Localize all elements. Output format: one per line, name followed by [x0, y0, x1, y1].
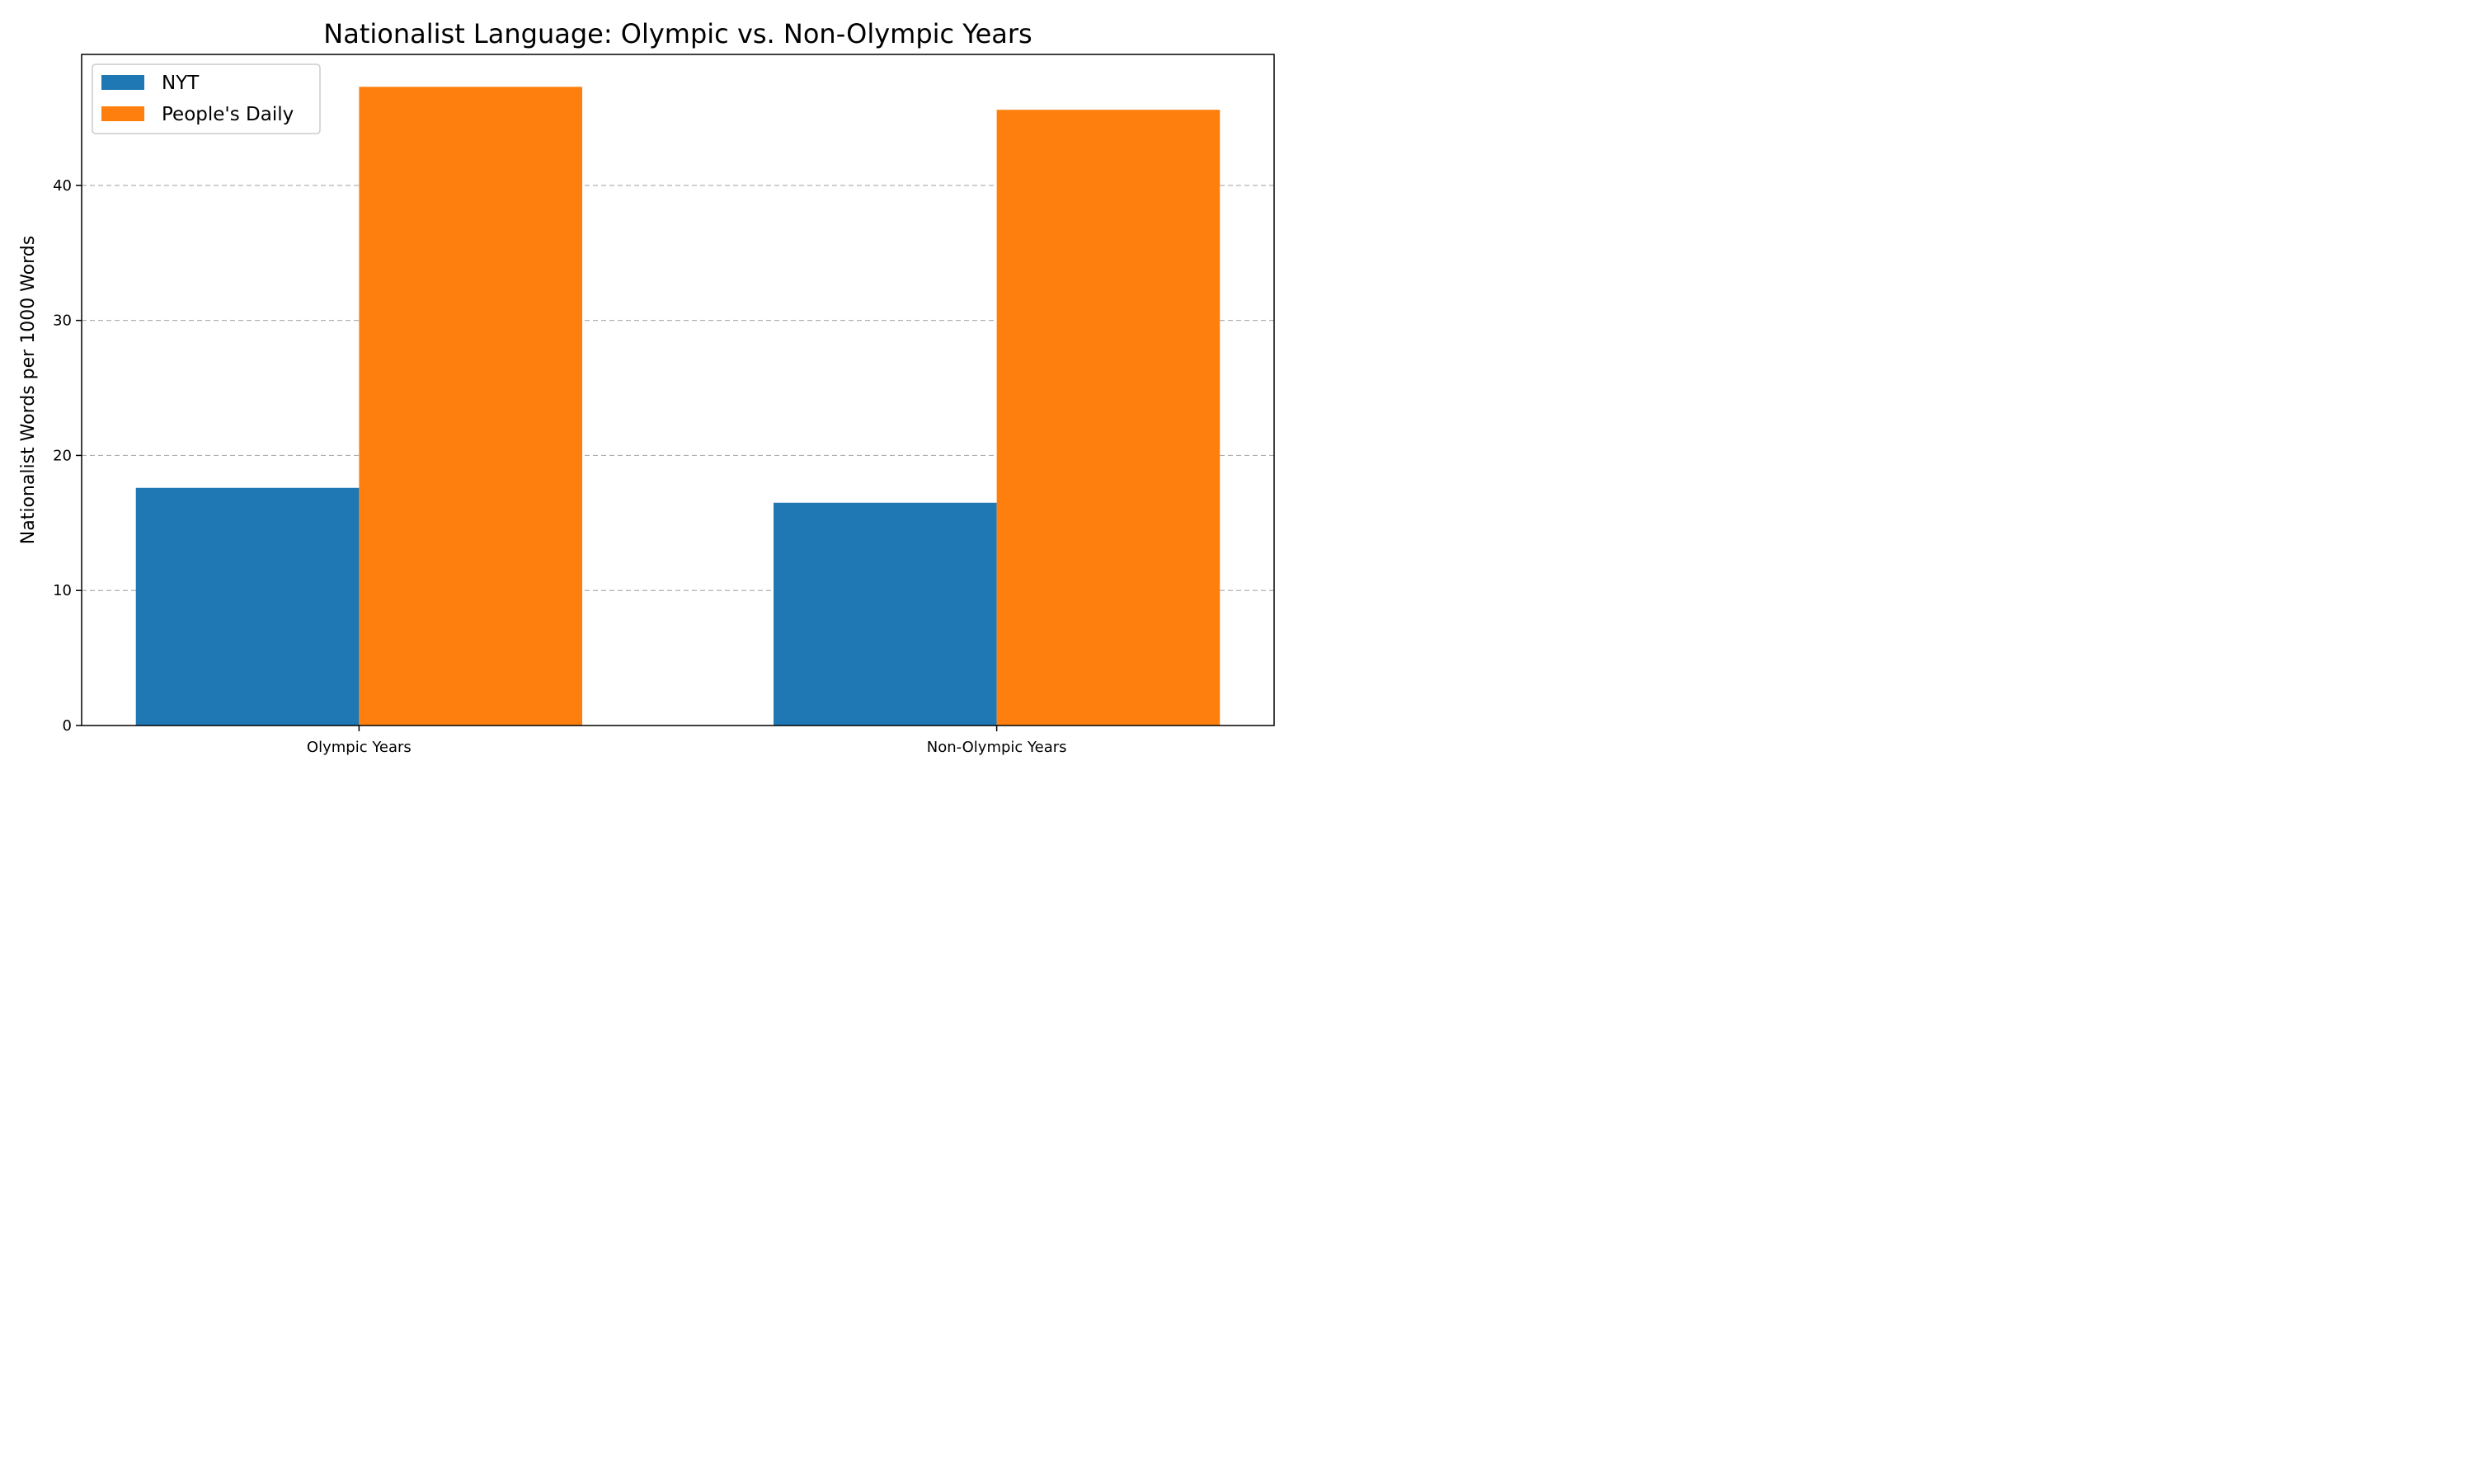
legend-box	[92, 63, 321, 134]
x-tick-label: Non-Olympic Years	[927, 739, 1067, 756]
y-tick-label: 0	[63, 717, 72, 735]
legend: NYT People's Daily	[92, 63, 321, 134]
legend-swatch	[101, 106, 144, 121]
plot-area: 0 10 20 30 40 Olympic Years Non-Olympic Years	[53, 54, 1275, 756]
legend-label: NYT	[162, 73, 200, 94]
bar-nyt-1	[135, 487, 360, 726]
y-tick-label: 20	[53, 447, 72, 464]
y-tick-label: 40	[53, 177, 72, 195]
y-tick-label: 30	[53, 312, 72, 330]
chart-title: Nationalist Language: Olympic vs. Non-Ol…	[323, 18, 1032, 49]
bar-people-s-daily-1	[359, 87, 583, 726]
y-tick-label: 10	[53, 582, 72, 599]
chart: Nationalist Language: Olympic vs. Non-Ol…	[0, 0, 1293, 775]
axes-frame	[81, 54, 1275, 726]
bars	[135, 87, 1221, 726]
x-tick-label: Olympic Years	[307, 739, 412, 756]
bar-people-s-daily-2	[996, 110, 1221, 726]
legend-swatch	[101, 75, 144, 90]
bar-nyt-2	[773, 502, 997, 726]
y-axis-label: Nationalist Words per 1000 Words	[18, 236, 39, 544]
legend-label: People's Daily	[162, 104, 294, 125]
axis-ticks: 0 10 20 30 40 Olympic Years Non-Olympic Years	[53, 177, 1066, 756]
